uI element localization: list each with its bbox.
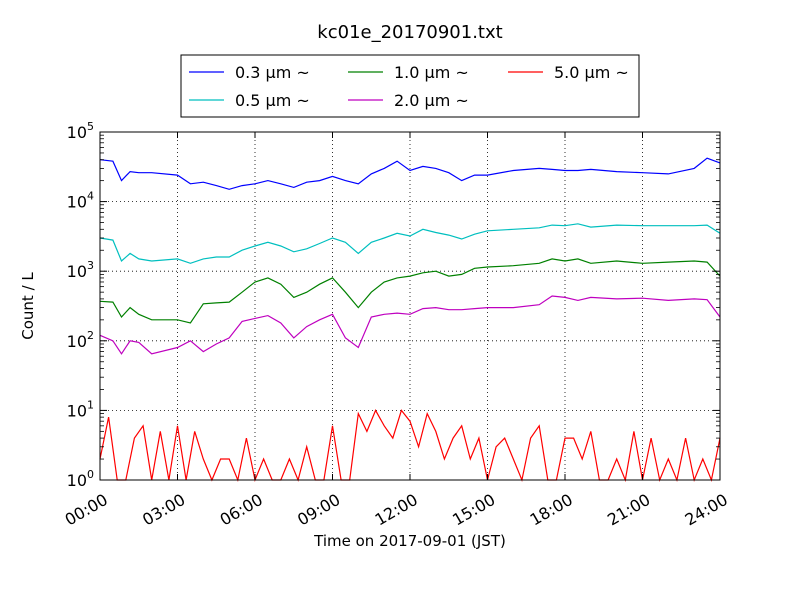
legend-label: 0.3 μm ~ [235, 63, 310, 82]
y-tick-label: 102 [67, 329, 94, 351]
legend-label: 0.5 μm ~ [235, 91, 310, 110]
series-line-5 [99, 409, 721, 483]
y-tick-label: 100 [67, 468, 94, 490]
y-axis-label: Count / L [19, 272, 37, 340]
legend-label: 1.0 μm ~ [394, 63, 469, 82]
y-tick-labels: 100 101 102 103 104 105 [67, 120, 94, 490]
legend-label: 2.0 μm ~ [394, 91, 469, 110]
axis-ticks [99, 131, 721, 481]
y-tick-label: 103 [67, 259, 94, 281]
legend-box [180, 54, 640, 118]
x-axis-label: Time on 2017-09-01 (JST) [313, 532, 506, 550]
series-line-2 [99, 223, 721, 264]
y-tick-label: 105 [67, 120, 94, 142]
grid-lines [100, 132, 720, 480]
series-line-1 [99, 157, 721, 190]
series-layer [99, 157, 721, 483]
legend-label: 5.0 μm ~ [554, 63, 629, 82]
y-tick-label: 101 [67, 398, 94, 420]
legend-items: 0.3 μm ~ 0.5 μm ~ 1.0 μm ~ 2.0 μm ~ 5.0 μm ~ [189, 63, 629, 110]
chart-title: kc01e_20170901.txt [317, 22, 502, 43]
legend: 0.3 μm ~ 0.5 μm ~ 1.0 μm ~ 2.0 μm ~ 5.0 μm ~ [180, 54, 640, 118]
series-line-4 [99, 295, 721, 355]
series-line-3 [99, 258, 721, 324]
y-tick-label: 104 [67, 190, 94, 212]
